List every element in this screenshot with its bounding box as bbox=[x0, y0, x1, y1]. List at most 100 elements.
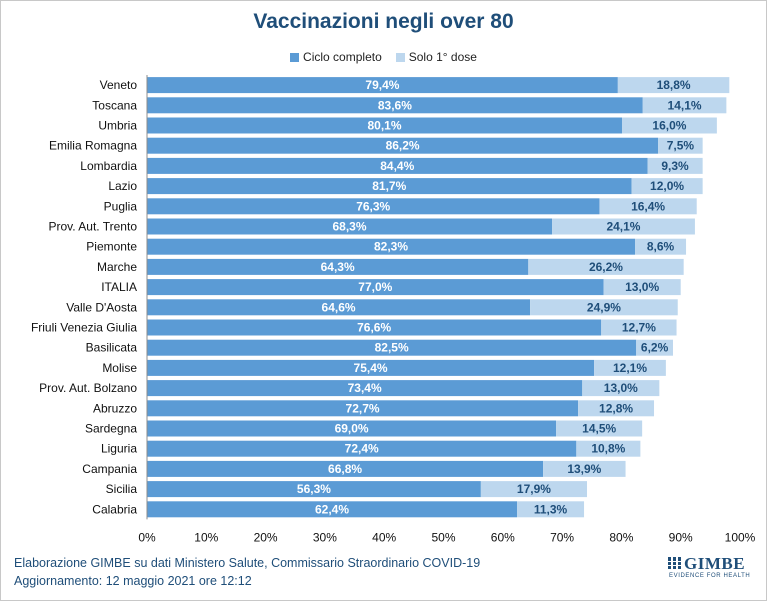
category-label-piemonte: Piemonte bbox=[86, 240, 137, 254]
data-label-solo-prima-dose-valle-d-aosta: 24,9% bbox=[587, 300, 621, 314]
bar-solo-prima-dose-veneto bbox=[617, 77, 730, 94]
bar-ciclo-completo-puglia bbox=[147, 198, 600, 215]
bar-solo-prima-dose-prov-aut-bolzano bbox=[582, 380, 660, 397]
bar-ciclo-completo-liguria bbox=[147, 440, 577, 457]
x-tick-label-30: 30% bbox=[313, 530, 337, 544]
bar-solo-prima-dose-valle-d-aosta bbox=[530, 299, 678, 316]
bar-solo-prima-dose-calabria bbox=[517, 501, 585, 518]
data-label-ciclo-completo-umbria: 80,1% bbox=[367, 119, 401, 133]
bar-solo-prima-dose-lombardia bbox=[647, 157, 703, 174]
category-label-veneto: Veneto bbox=[100, 78, 138, 92]
bar-ciclo-completo-molise bbox=[147, 359, 595, 376]
category-label-italia: ITALIA bbox=[101, 280, 137, 294]
category-label-abruzzo: Abruzzo bbox=[93, 401, 137, 415]
category-label-lazio: Lazio bbox=[108, 179, 137, 193]
data-label-solo-prima-dose-campania: 13,9% bbox=[567, 462, 601, 476]
bar-solo-prima-dose-umbria bbox=[621, 117, 717, 134]
bar-solo-prima-dose-italia bbox=[603, 279, 681, 296]
category-label-calabria: Calabria bbox=[92, 502, 137, 516]
data-label-ciclo-completo-abruzzo: 72,7% bbox=[346, 401, 380, 415]
data-label-solo-prima-dose-toscana: 14,1% bbox=[668, 98, 702, 112]
data-label-ciclo-completo-sicilia: 56,3% bbox=[297, 482, 331, 496]
bar-ciclo-completo-toscana bbox=[147, 97, 643, 114]
x-tick-label-20: 20% bbox=[254, 530, 278, 544]
bar-solo-prima-dose-friuli-venezia-giulia bbox=[601, 319, 677, 336]
data-label-ciclo-completo-italia: 77,0% bbox=[358, 280, 392, 294]
x-tick-label-50: 50% bbox=[431, 530, 455, 544]
bar-solo-prima-dose-prov-aut-trento bbox=[552, 218, 695, 235]
category-label-friuli-venezia-giulia: Friuli Venezia Giulia bbox=[31, 321, 137, 335]
data-label-solo-prima-dose-umbria: 16,0% bbox=[652, 119, 686, 133]
bar-ciclo-completo-sardegna bbox=[147, 420, 557, 437]
data-label-solo-prima-dose-molise: 12,1% bbox=[613, 361, 647, 375]
bar-solo-prima-dose-puglia bbox=[599, 198, 697, 215]
bar-ciclo-completo-lombardia bbox=[147, 157, 648, 174]
bar-solo-prima-dose-campania bbox=[543, 460, 626, 477]
category-label-puglia: Puglia bbox=[104, 199, 138, 213]
category-label-marche: Marche bbox=[97, 260, 137, 274]
data-label-ciclo-completo-puglia: 76,3% bbox=[356, 199, 390, 213]
x-tick-label-100: 100% bbox=[725, 530, 756, 544]
category-label-campania: Campania bbox=[82, 462, 137, 476]
bar-solo-prima-dose-abruzzo bbox=[578, 400, 655, 417]
category-label-sardegna: Sardegna bbox=[85, 422, 137, 436]
data-label-solo-prima-dose-lazio: 12,0% bbox=[650, 179, 684, 193]
data-label-solo-prima-dose-lombardia: 9,3% bbox=[661, 159, 689, 173]
gimbe-logo-icon bbox=[668, 557, 682, 571]
gimbe-logo: GIMBE EVIDENCE FOR HEALTH bbox=[668, 554, 758, 586]
data-label-solo-prima-dose-basilicata: 6,2% bbox=[641, 341, 669, 355]
x-tick-label-80: 80% bbox=[609, 530, 633, 544]
bar-solo-prima-dose-toscana bbox=[642, 97, 727, 114]
data-label-solo-prima-dose-abruzzo: 12,8% bbox=[599, 401, 633, 415]
data-label-solo-prima-dose-puglia: 16,4% bbox=[631, 199, 665, 213]
data-label-ciclo-completo-prov-aut-trento: 68,3% bbox=[332, 220, 366, 234]
data-label-solo-prima-dose-piemonte: 8,6% bbox=[647, 240, 675, 254]
gimbe-logo-name: GIMBE bbox=[684, 554, 746, 573]
data-label-solo-prima-dose-italia: 13,0% bbox=[625, 280, 659, 294]
legend-item-ciclo-completo: Ciclo completo bbox=[290, 50, 382, 64]
data-label-ciclo-completo-lazio: 81,7% bbox=[372, 179, 406, 193]
category-label-prov-aut-bolzano: Prov. Aut. Bolzano bbox=[39, 381, 137, 395]
data-label-ciclo-completo-toscana: 83,6% bbox=[378, 98, 412, 112]
bar-ciclo-completo-lazio bbox=[147, 178, 632, 195]
bar-solo-prima-dose-molise bbox=[594, 359, 666, 376]
legend-label-ciclo-completo: Ciclo completo bbox=[303, 50, 382, 64]
bar-ciclo-completo-basilicata bbox=[147, 339, 637, 356]
category-label-umbria: Umbria bbox=[98, 119, 137, 133]
bar-ciclo-completo-piemonte bbox=[147, 238, 636, 255]
data-label-ciclo-completo-piemonte: 82,3% bbox=[374, 240, 408, 254]
x-tick-label-10: 10% bbox=[194, 530, 218, 544]
bar-ciclo-completo-emilia-romagna bbox=[147, 137, 659, 154]
data-label-ciclo-completo-marche: 64,3% bbox=[321, 260, 355, 274]
legend-swatch-ciclo-completo bbox=[290, 52, 300, 62]
data-label-ciclo-completo-valle-d-aosta: 64,6% bbox=[322, 300, 356, 314]
x-tick-label-70: 70% bbox=[550, 530, 574, 544]
x-tick-label-0: 0% bbox=[138, 530, 156, 544]
category-label-prov-aut-trento: Prov. Aut. Trento bbox=[49, 220, 138, 234]
data-label-solo-prima-dose-veneto: 18,8% bbox=[657, 78, 691, 92]
data-label-ciclo-completo-prov-aut-bolzano: 73,4% bbox=[348, 381, 382, 395]
category-label-liguria: Liguria bbox=[101, 442, 137, 456]
data-label-solo-prima-dose-friuli-venezia-giulia: 12,7% bbox=[622, 321, 656, 335]
x-tick-label-60: 60% bbox=[491, 530, 515, 544]
bar-solo-prima-dose-emilia-romagna bbox=[658, 137, 703, 154]
data-label-solo-prima-dose-prov-aut-bolzano: 13,0% bbox=[604, 381, 638, 395]
data-label-ciclo-completo-molise: 75,4% bbox=[354, 361, 388, 375]
bar-ciclo-completo-abruzzo bbox=[147, 400, 579, 417]
category-label-emilia-romagna: Emilia Romagna bbox=[49, 139, 137, 153]
data-label-solo-prima-dose-sicilia: 17,9% bbox=[517, 482, 551, 496]
bar-solo-prima-dose-lazio bbox=[631, 178, 703, 195]
footer-updated: Aggiornamento: 12 maggio 2021 ore 12:12 bbox=[14, 574, 252, 588]
data-label-ciclo-completo-calabria: 62,4% bbox=[315, 502, 349, 516]
bar-ciclo-completo-umbria bbox=[147, 117, 622, 134]
data-label-ciclo-completo-basilicata: 82,5% bbox=[375, 341, 409, 355]
category-label-valle-d-aosta: Valle D'Aosta bbox=[66, 300, 137, 314]
data-label-ciclo-completo-lombardia: 84,4% bbox=[380, 159, 414, 173]
bar-ciclo-completo-prov-aut-bolzano bbox=[147, 380, 583, 397]
bar-ciclo-completo-campania bbox=[147, 460, 544, 477]
bar-ciclo-completo-veneto bbox=[147, 77, 618, 94]
category-label-basilicata: Basilicata bbox=[86, 341, 138, 355]
legend-label-solo-prima-dose: Solo 1° dose bbox=[408, 50, 477, 64]
category-label-lombardia: Lombardia bbox=[80, 159, 137, 173]
